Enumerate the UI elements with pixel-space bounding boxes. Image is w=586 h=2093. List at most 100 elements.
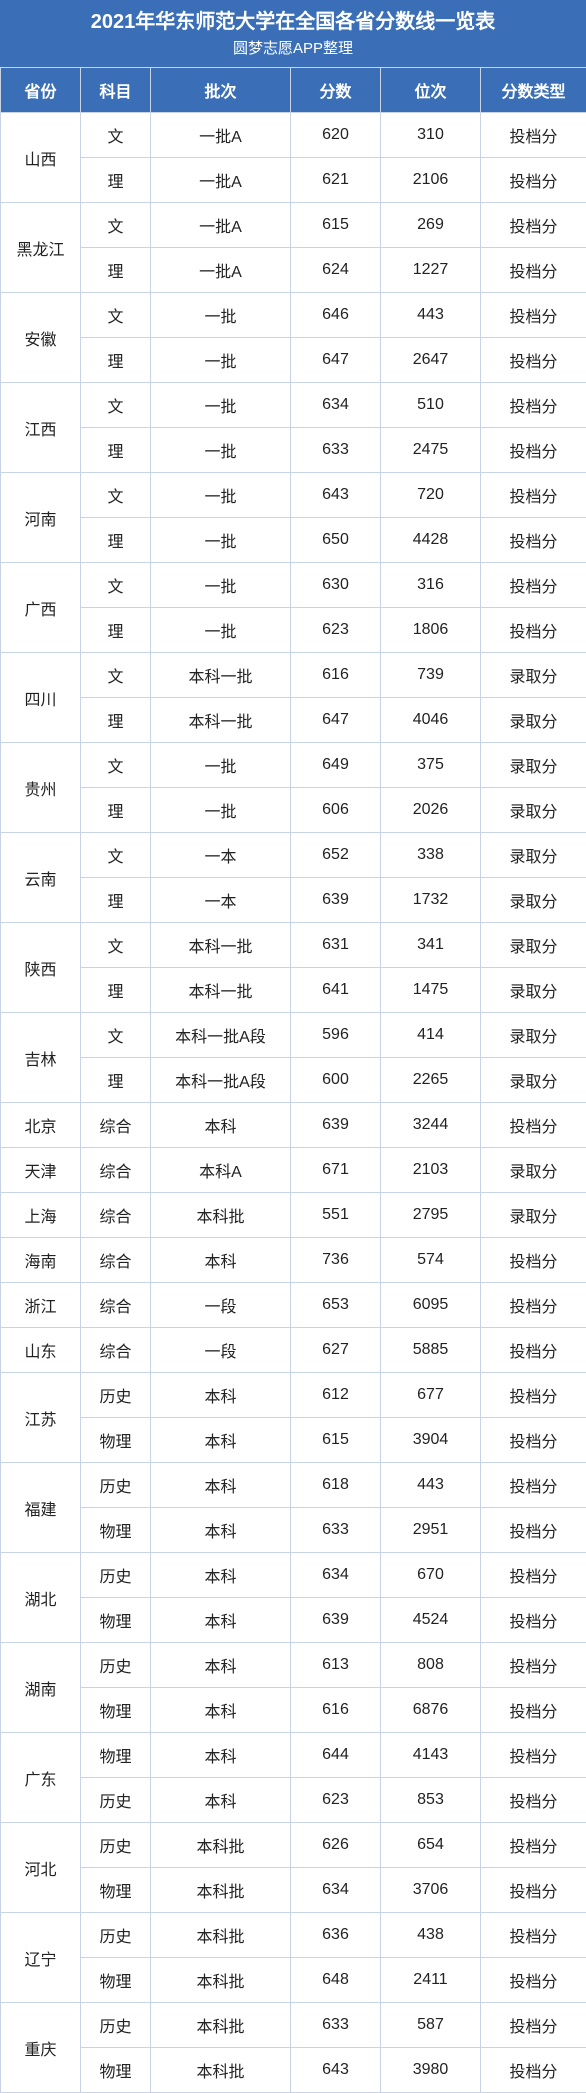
cell-type: 投档分 [481,1508,586,1553]
cell-rank: 2951 [381,1508,481,1553]
cell-type: 录取分 [481,698,586,743]
cell-rank: 4046 [381,698,481,743]
cell-type: 录取分 [481,743,586,788]
cell-province: 海南 [1,1238,81,1283]
cell-type: 投档分 [481,1283,586,1328]
cell-score: 631 [291,923,381,968]
cell-type: 投档分 [481,1463,586,1508]
cell-batch: 本科 [151,1508,291,1553]
cell-batch: 本科 [151,1688,291,1733]
cell-subject: 历史 [81,1778,151,1823]
cell-batch: 一段 [151,1283,291,1328]
cell-province: 江苏 [1,1373,81,1463]
cell-province: 上海 [1,1193,81,1238]
cell-score: 623 [291,608,381,653]
cell-type: 投档分 [481,1868,586,1913]
cell-batch: 本科批 [151,1958,291,2003]
table-row: 河南文一批643720投档分 [1,473,586,518]
cell-score: 616 [291,653,381,698]
cell-type: 投档分 [481,383,586,428]
cell-subject: 文 [81,203,151,248]
cell-province: 安徽 [1,293,81,383]
cell-score: 643 [291,2048,381,2093]
cell-province: 广西 [1,563,81,653]
cell-province: 四川 [1,653,81,743]
cell-subject: 综合 [81,1238,151,1283]
cell-score: 621 [291,158,381,203]
cell-type: 投档分 [481,1553,586,1598]
col-type: 分数类型 [481,68,586,113]
cell-type: 投档分 [481,1778,586,1823]
cell-province: 云南 [1,833,81,923]
cell-subject: 历史 [81,1373,151,1418]
cell-subject: 文 [81,743,151,788]
cell-type: 投档分 [481,2048,586,2093]
cell-score: 650 [291,518,381,563]
table-row: 浙江综合一段6536095投档分 [1,1283,586,1328]
cell-batch: 本科 [151,1553,291,1598]
cell-score: 623 [291,1778,381,1823]
cell-batch: 本科 [151,1103,291,1148]
cell-rank: 316 [381,563,481,608]
cell-rank: 414 [381,1013,481,1058]
cell-batch: 本科一批 [151,968,291,1013]
cell-rank: 2647 [381,338,481,383]
table-row: 上海综合本科批5512795录取分 [1,1193,586,1238]
cell-subject: 综合 [81,1283,151,1328]
cell-batch: 一批A [151,248,291,293]
cell-score: 606 [291,788,381,833]
cell-batch: 一批 [151,563,291,608]
cell-rank: 3244 [381,1103,481,1148]
cell-type: 录取分 [481,1013,586,1058]
cell-type: 投档分 [481,2003,586,2048]
cell-rank: 720 [381,473,481,518]
table-row: 理一批6504428投档分 [1,518,586,563]
cell-rank: 670 [381,1553,481,1598]
table-row: 理本科一批6411475录取分 [1,968,586,1013]
cell-type: 投档分 [481,473,586,518]
cell-subject: 理 [81,338,151,383]
cell-batch: 本科一批 [151,698,291,743]
cell-type: 投档分 [481,158,586,203]
table-row: 贵州文一批649375录取分 [1,743,586,788]
table-row: 物理本科6166876投档分 [1,1688,586,1733]
cell-type: 投档分 [481,1958,586,2003]
cell-score: 616 [291,1688,381,1733]
table-row: 理一批A6241227投档分 [1,248,586,293]
cell-type: 投档分 [481,1733,586,1778]
table-row: 河北历史本科批626654投档分 [1,1823,586,1868]
cell-subject: 文 [81,383,151,428]
cell-score: 613 [291,1643,381,1688]
table-row: 物理本科批6433980投档分 [1,2048,586,2093]
cell-batch: 本科 [151,1373,291,1418]
cell-subject: 物理 [81,1868,151,1913]
cell-type: 投档分 [481,293,586,338]
cell-type: 录取分 [481,968,586,1013]
cell-score: 627 [291,1328,381,1373]
cell-type: 投档分 [481,563,586,608]
table-row: 历史本科623853投档分 [1,1778,586,1823]
table-row: 天津综合本科A6712103录取分 [1,1148,586,1193]
cell-score: 736 [291,1238,381,1283]
cell-batch: 本科批 [151,2003,291,2048]
cell-province: 陕西 [1,923,81,1013]
cell-rank: 2103 [381,1148,481,1193]
cell-province: 广东 [1,1733,81,1823]
table-row: 福建历史本科618443投档分 [1,1463,586,1508]
cell-rank: 3706 [381,1868,481,1913]
cell-type: 投档分 [481,1418,586,1463]
table-row: 物理本科6153904投档分 [1,1418,586,1463]
col-province: 省份 [1,68,81,113]
cell-type: 投档分 [481,248,586,293]
table-row: 江苏历史本科612677投档分 [1,1373,586,1418]
table-row: 重庆历史本科批633587投档分 [1,2003,586,2048]
cell-batch: 本科 [151,1598,291,1643]
cell-province: 吉林 [1,1013,81,1103]
cell-subject: 物理 [81,2048,151,2093]
cell-rank: 375 [381,743,481,788]
cell-rank: 2795 [381,1193,481,1238]
cell-type: 录取分 [481,1058,586,1103]
cell-score: 653 [291,1283,381,1328]
cell-rank: 2026 [381,788,481,833]
cell-type: 投档分 [481,428,586,473]
